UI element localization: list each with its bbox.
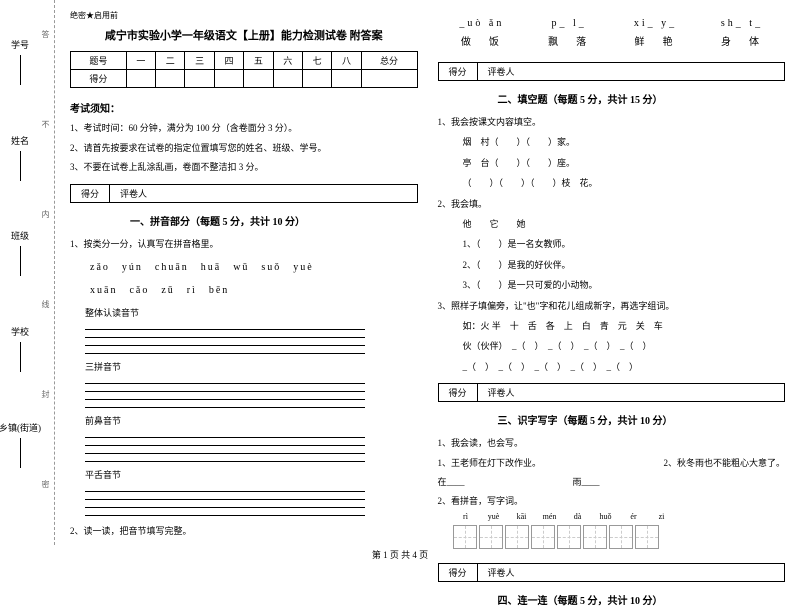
score-table: 题号 一 二 三 四 五 六 七 八 总分 得分 bbox=[70, 51, 418, 88]
q3-1ans: 在____ 雨____ bbox=[438, 475, 600, 488]
label-zhengti: 整体认读音节 bbox=[85, 306, 418, 319]
exam-title: 咸宁市实验小学一年级语文【上册】能力检测试卷 附答案 bbox=[70, 27, 418, 43]
notice-1: 1、考试时间：60 分钟，满分为 100 分（含卷面分 3 分）。 bbox=[70, 122, 418, 136]
fill-2-3c: _（ ） _（ ） _（ ） _（ ） _（ ） bbox=[463, 360, 786, 374]
section-1-title: 一、拼音部分（每题 5 分，共计 10 分） bbox=[130, 213, 418, 228]
left-column: 绝密★启用前 咸宁市实验小学一年级语文【上册】能力检测试卷 附答案 题号 一 二… bbox=[70, 10, 418, 535]
section-4-title: 四、连一连（每题 5 分，共计 10 分） bbox=[498, 592, 786, 607]
fill-2-1a: 烟 村（ ）（ ）家。 bbox=[463, 135, 786, 149]
q1-1: 1、按类分一分，认真写在拼音格里。 bbox=[70, 237, 418, 251]
char-labels: rì yuè kāi mén dà huǒ ér zi bbox=[453, 512, 786, 521]
q1-2: 2、读一读，把音节填写完整。 bbox=[70, 524, 418, 538]
label-qianbi: 前鼻音节 bbox=[85, 414, 418, 427]
side-xuexiao: 学校 bbox=[11, 325, 29, 338]
side-xiangzhen: 乡镇(街道) bbox=[0, 421, 41, 434]
fill-2-1c: （ ）（ ）（ ）枝 花。 bbox=[463, 176, 786, 190]
grade-box-3: 得分 评卷人 bbox=[438, 383, 786, 402]
char-grid bbox=[453, 525, 786, 549]
fill-2-3a: 如：火 半 十 舌 各 上 白 青 元 关 车 bbox=[463, 319, 786, 333]
grade-box-4: 得分 评卷人 bbox=[438, 563, 786, 582]
notice-2: 2、请首先按要求在试卷的指定位置填写您的姓名、班级、学号。 bbox=[70, 142, 418, 156]
grade-box-1: 得分 评卷人 bbox=[70, 184, 418, 203]
q3-1: 1、我会读，也会写。 bbox=[438, 436, 786, 450]
fill-2-2c: 3、（ ）是一只可爱的小动物。 bbox=[463, 278, 786, 292]
label-sanpin: 三拼音节 bbox=[85, 360, 418, 373]
q2-1: 1、我会按课文内容填空。 bbox=[438, 115, 786, 129]
pinyin-fill-row: _uò ǎn做 饭 p_ l_飘 落 xi_ y_鲜 艳 sh_ t_身 体 bbox=[438, 18, 786, 48]
side-xingming: 姓名 bbox=[11, 134, 29, 147]
label-pingshe: 平舌音节 bbox=[85, 468, 418, 481]
grade-box-2: 得分 评卷人 bbox=[438, 62, 786, 81]
side-banji: 班级 bbox=[11, 229, 29, 242]
notice-3: 3、不要在试卷上乱涂乱画，卷面不整洁扣 3 分。 bbox=[70, 161, 418, 175]
notice-title: 考试须知： bbox=[70, 100, 418, 115]
binding-side: 学号 姓名 班级 学校 乡镇(街道) bbox=[0, 0, 40, 545]
pinyin-row-2: xuān cǎo zū rì bēn bbox=[90, 281, 418, 296]
side-xuehao: 学号 bbox=[11, 38, 29, 51]
pinyin-row-1: zǎo yún chuān huā wū suǒ yuè bbox=[90, 258, 418, 273]
secret-label: 绝密★启用前 bbox=[70, 10, 418, 21]
page-footer: 第 1 页 共 4 页 bbox=[0, 548, 800, 561]
q2-3: 3、照样子填偏旁，让"也"字和花儿组成新字，再选字组词。 bbox=[438, 299, 786, 313]
cut-line: 答 不 内 线 封 密 bbox=[40, 0, 55, 545]
fill-2-3b: 伙（伙伴） _（ ） _（ ） _（ ） _（ ） bbox=[463, 339, 786, 353]
q3-1b: 2、秋冬雨也不能粗心大意了。 bbox=[663, 456, 785, 469]
q3-2: 2、看拼音，写字词。 bbox=[438, 494, 786, 508]
q2-2: 2、我会填。 bbox=[438, 197, 786, 211]
fill-2-sub: 他 它 她 bbox=[463, 217, 786, 231]
fill-2-2a: 1、（ ）是一名女教师。 bbox=[463, 237, 786, 251]
section-2-title: 二、填空题（每题 5 分，共计 15 分） bbox=[498, 91, 786, 106]
fill-2-1b: 亭 台（ ）（ ）座。 bbox=[463, 156, 786, 170]
right-column: _uò ǎn做 饭 p_ l_飘 落 xi_ y_鲜 艳 sh_ t_身 体 得… bbox=[438, 10, 786, 535]
q3-1a: 1、王老师在灯下改作业。 bbox=[438, 456, 542, 469]
fill-2-2b: 2、（ ）是我的好伙伴。 bbox=[463, 258, 786, 272]
section-3-title: 三、识字写字（每题 5 分，共计 10 分） bbox=[498, 412, 786, 427]
